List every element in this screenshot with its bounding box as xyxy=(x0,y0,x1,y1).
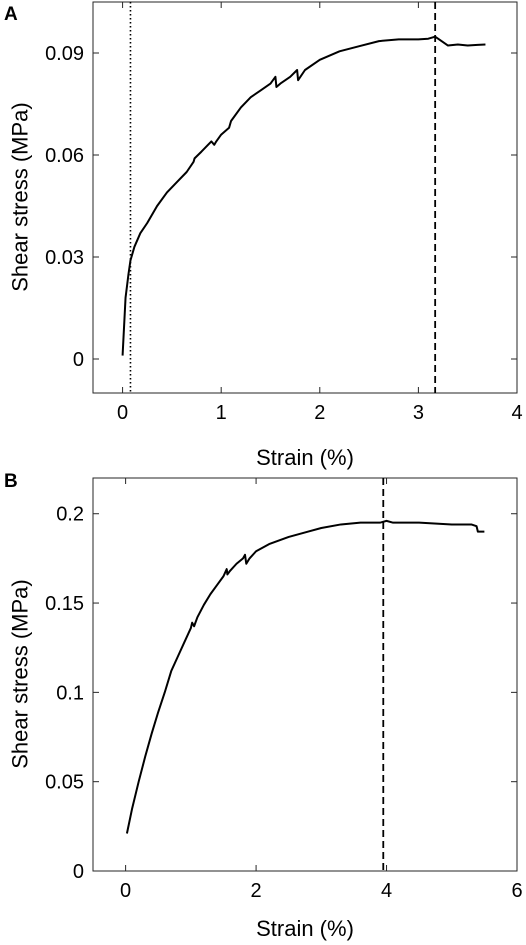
y-tick-label: 0.15 xyxy=(45,593,84,615)
y-tick-label: 0 xyxy=(73,861,84,883)
series-line xyxy=(121,35,486,356)
x-tick-label: 0 xyxy=(117,402,128,424)
y-tick-label: 0.09 xyxy=(45,43,84,65)
x-tick-label: 2 xyxy=(314,402,325,424)
x-tick-label: 2 xyxy=(251,880,262,902)
x-tick-label: 4 xyxy=(381,880,392,902)
chart-panel-a: 0 1 2 3 4 0 0.03 0.06 0.09 Strain (%) Shear stress… xyxy=(4,1,523,470)
y-tick-label: 0.1 xyxy=(56,682,84,704)
series-line xyxy=(125,519,485,834)
y-axis-label: Shear stress (MPa) xyxy=(8,102,33,292)
y-tick-label: 0.03 xyxy=(45,247,84,269)
chart-panel-b: 0 2 4 6 0 0.05 0.1 0.15 0.2 Strain (%) Shear stres… xyxy=(4,471,523,941)
x-axis-label: Strain (%) xyxy=(256,916,354,941)
x-axis-label: Strain (%) xyxy=(256,445,354,470)
panel-label: B xyxy=(4,471,18,492)
x-tick-label: 0 xyxy=(120,880,131,902)
x-tick-label: 4 xyxy=(511,402,522,424)
y-tick-label: 0.2 xyxy=(56,504,84,526)
y-axis-label: Shear stress (MPa) xyxy=(8,579,33,769)
axes-box xyxy=(92,477,518,872)
panel-label: A xyxy=(4,4,18,25)
x-tick-label: 1 xyxy=(216,402,227,424)
y-tick-label: 0 xyxy=(73,349,84,371)
x-tick-label: 3 xyxy=(413,402,424,424)
y-tick-label: 0.05 xyxy=(45,772,84,794)
y-tick-label: 0.06 xyxy=(45,145,84,167)
axes-box xyxy=(92,1,518,394)
x-tick-label: 6 xyxy=(511,880,522,902)
